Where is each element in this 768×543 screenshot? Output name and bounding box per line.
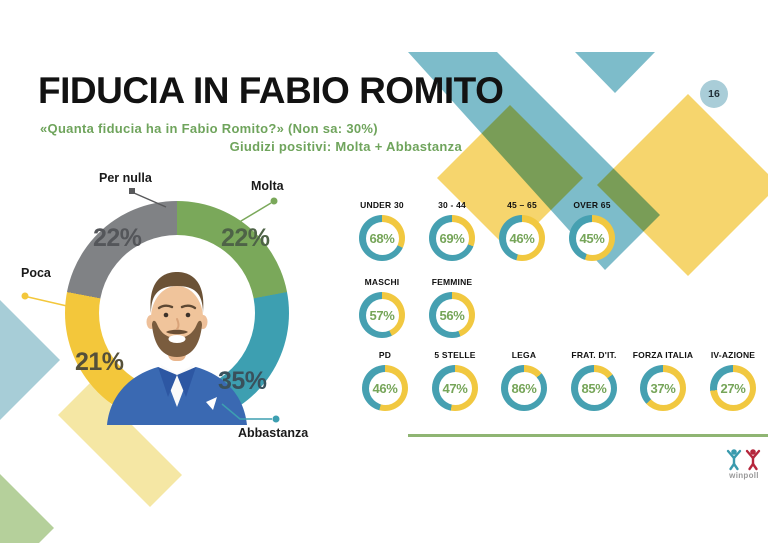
gauge-value: 37% [650,380,676,396]
gauge-5-stelle: 5 STELLE 47% [421,350,489,411]
gauge-ring: 56% [429,292,475,338]
pct-poca: 21% [75,348,124,376]
gauge-value: 56% [439,307,465,323]
gauge-ring: 27% [710,365,756,411]
gauge-value: 27% [720,380,746,396]
gauge-iv-azione: IV-AZIONE 27% [699,350,767,411]
gauge-label: FEMMINE [431,277,473,287]
gauge-label: 30 - 44 [438,200,466,210]
gauge-ring: 85% [571,365,617,411]
gauge-lega: LEGA 86% [490,350,558,411]
gauge-value: 46% [509,230,535,246]
deco-pale-green-diamond [0,474,54,543]
gauge-label: LEGA [511,350,537,360]
fabio-romito-portrait [99,235,255,425]
gauge-ring: 69% [429,215,475,261]
gauge-30-44: 30 - 44 69% [418,200,486,261]
gauge-ring: 57% [359,292,405,338]
logo-text: winpoll [728,471,759,480]
gauge-ring: 68% [359,215,405,261]
gauge-value: 57% [369,307,395,323]
gauge-label: IV-AZIONE [710,350,756,360]
logo-person-blue-icon [726,449,742,471]
gauge-label: PD [378,350,392,360]
page-number-badge: 16 [700,80,728,108]
gauge-ring: 37% [640,365,686,411]
gauge-value: 47% [442,380,468,396]
gauge-ring: 46% [362,365,408,411]
gauge-ring: 45% [569,215,615,261]
gauge-label: UNDER 30 [360,200,404,210]
divider-line [408,434,768,437]
logo-person-red-icon [745,449,761,471]
gauge-forza-italia: FORZA ITALIA 37% [629,350,697,411]
gauge-ring: 86% [501,365,547,411]
label-per-nulla: Per nulla [99,171,152,185]
deco-yellow-diamond-right [597,94,768,276]
gauge-label: 5 STELLE [434,350,476,360]
gauge-value: 85% [581,380,607,396]
gauge-value: 68% [369,230,395,246]
pct-abbastanza: 35% [218,367,267,395]
gauge-ring: 46% [499,215,545,261]
gauge-value: 45% [579,230,605,246]
gauge-value: 86% [511,380,537,396]
gauge-pd: PD 46% [351,350,419,411]
gauge-label: FORZA ITALIA [632,350,694,360]
label-abbastanza: Abbastanza [238,426,309,440]
page-title: FIDUCIA IN FABIO ROMITO [38,70,504,111]
label-poca: Poca [21,266,51,280]
gauge-label: 45 – 65 [507,200,537,210]
gauge-frat-dit: FRAT. D'IT. 85% [560,350,628,411]
subtitle-question: «Quanta fiducia ha in Fabio Romito?» (No… [40,121,378,136]
deco-teal-triangle [575,52,655,93]
page-number: 16 [708,88,720,100]
pct-molta: 22% [221,224,270,252]
deco-yellow-diamond-left [437,105,583,251]
portrait-figure [107,272,247,425]
winpoll-logo: winpoll [726,449,761,480]
gauge-maschi: MASCHI 57% [348,277,416,338]
gauge-over-65: OVER 65 45% [558,200,626,261]
label-molta: Molta [251,179,284,193]
pct-per-nulla: 22% [93,224,142,252]
gauge-ring: 47% [432,365,478,411]
gauge-label: MASCHI [364,277,400,287]
gauge-label: FRAT. D'IT. [571,350,617,360]
deco-pale-teal-diamond [0,300,60,420]
gauge-femmine: FEMMINE 56% [418,277,486,338]
deco-pale-yellow-band [58,383,182,507]
gauge-under-30: UNDER 30 68% [348,200,416,261]
subtitle-note: Giudizi positivi: Molta + Abbastanza [229,139,462,154]
gauge-45-65: 45 – 65 46% [488,200,556,261]
gauge-label: OVER 65 [573,200,611,210]
gauge-value: 69% [439,230,465,246]
gauge-value: 46% [372,380,398,396]
